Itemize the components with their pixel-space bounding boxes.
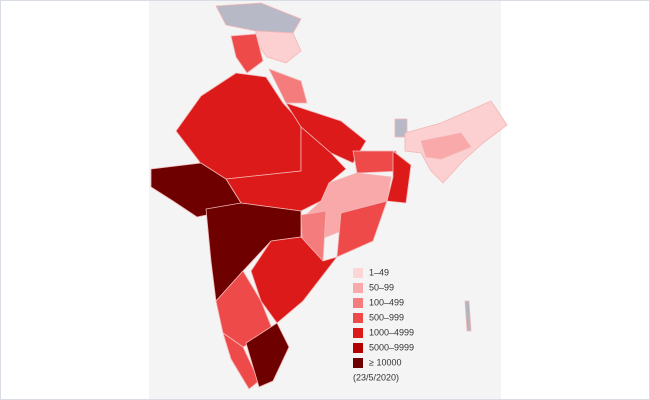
legend-swatch bbox=[353, 283, 363, 293]
region-punjab bbox=[230, 33, 264, 74]
legend-label: ≥ 10000 bbox=[369, 357, 401, 367]
legend-label: 1–49 bbox=[369, 267, 389, 277]
legend-label: 50–99 bbox=[369, 282, 394, 292]
legend-label: 5000–9999 bbox=[369, 342, 414, 352]
region-assam bbox=[420, 132, 472, 160]
region-west-bengal bbox=[386, 150, 412, 204]
legend-label: 100–499 bbox=[369, 297, 404, 307]
region-andhra bbox=[250, 236, 338, 324]
region-tamil-nadu bbox=[245, 322, 290, 388]
legend-swatch bbox=[353, 268, 363, 278]
region-odisha bbox=[336, 200, 388, 258]
legend-date: (23/5/2020) bbox=[353, 372, 399, 382]
legend-swatch bbox=[353, 298, 363, 308]
legend-swatch bbox=[353, 313, 363, 323]
legend-swatch bbox=[353, 343, 363, 353]
legend-swatch bbox=[353, 328, 363, 338]
region-uttarakhand bbox=[268, 68, 308, 104]
region-kerala bbox=[222, 332, 260, 390]
legend-label: 1000–4999 bbox=[369, 327, 414, 337]
islands bbox=[464, 300, 472, 332]
legend-label: 500–999 bbox=[369, 312, 404, 322]
legend-swatch bbox=[353, 358, 363, 368]
